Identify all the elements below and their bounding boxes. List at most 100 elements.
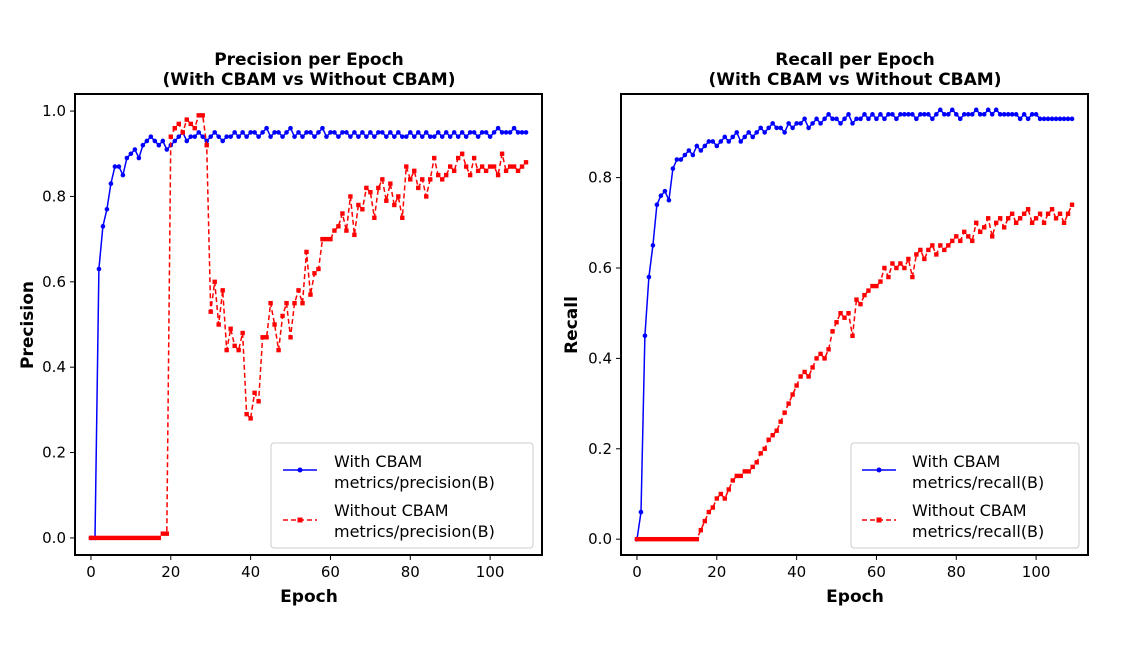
precision-x-tick-label: 40 — [241, 563, 260, 581]
recall-data-point — [718, 139, 724, 144]
recall-data-point — [898, 112, 903, 117]
recall-data-point — [938, 107, 943, 113]
recall-data-point — [810, 365, 815, 370]
precision-data-point — [356, 202, 361, 208]
recall-data-point — [934, 252, 939, 257]
recall-data-point — [1061, 116, 1067, 122]
recall-data-point — [714, 496, 719, 501]
precision-legend: With CBAM metrics/precision(B) Without C… — [270, 442, 534, 549]
recall-data-point — [1001, 225, 1007, 230]
recall-data-point — [918, 247, 923, 253]
precision-data-point — [424, 194, 429, 199]
precision-data-point — [96, 266, 102, 272]
recall-data-point — [961, 112, 967, 117]
precision-data-point — [499, 151, 505, 156]
recall-data-point — [878, 112, 883, 117]
recall-data-point — [1053, 116, 1059, 122]
recall-data-point — [1045, 116, 1051, 122]
precision-data-point — [475, 134, 481, 139]
recall-data-point — [670, 536, 676, 542]
legend-with-cbam-marker — [297, 467, 303, 473]
recall-data-point — [674, 536, 680, 542]
precision-data-point — [403, 134, 409, 139]
recall-data-point — [818, 121, 823, 126]
precision-data-point — [192, 125, 197, 131]
recall-data-point — [982, 225, 987, 230]
recall-data-point — [726, 139, 732, 144]
recall-data-point — [850, 121, 855, 126]
recall-data-point — [710, 139, 716, 144]
recall-data-point — [734, 473, 739, 479]
recall-data-point — [1045, 211, 1051, 216]
recall-data-point — [766, 125, 771, 131]
precision-series-without-cbam — [88, 113, 529, 541]
recall-data-point — [874, 283, 879, 289]
recall-data-point — [953, 112, 959, 117]
precision-data-point — [304, 249, 309, 255]
precision-data-point — [376, 130, 381, 135]
precision-data-point — [256, 134, 261, 139]
recall-data-point — [981, 112, 987, 117]
recall-data-point — [790, 125, 795, 131]
recall-data-point — [798, 374, 803, 379]
precision-data-point — [192, 134, 198, 139]
precision-data-point — [248, 130, 253, 135]
recall-data-point — [710, 505, 716, 510]
precision-data-point — [503, 168, 509, 174]
precision-data-point — [304, 130, 309, 135]
recall-data-point — [838, 121, 843, 126]
recall-data-point — [766, 437, 771, 442]
recall-data-point — [650, 536, 656, 542]
precision-data-point — [180, 130, 185, 135]
legend-with-cbam-label-2: metrics/recall(B) — [912, 473, 1044, 492]
precision-data-point — [260, 130, 265, 135]
recall-data-point — [782, 410, 787, 415]
recall-data-point — [678, 536, 684, 542]
recall-data-point — [898, 261, 903, 266]
precision-data-point — [176, 121, 181, 127]
recall-data-point — [1033, 112, 1039, 117]
recall-data-point — [866, 288, 871, 293]
precision-data-point — [340, 130, 345, 135]
recall-data-point — [750, 464, 755, 470]
recall-data-point — [990, 234, 995, 239]
recall-data-point — [862, 292, 867, 298]
precision-data-point — [196, 113, 201, 118]
precision-data-point — [268, 134, 273, 139]
precision-data-point — [443, 130, 449, 135]
precision-legend-box — [270, 442, 534, 549]
recall-data-point — [974, 220, 979, 226]
recall-chart-subtitle: (With CBAM vs Without CBAM) — [709, 70, 1002, 90]
precision-data-point — [435, 130, 441, 135]
recall-data-point — [894, 116, 899, 122]
recall-chart-title: Recall per Epoch — [775, 50, 934, 70]
recall-data-point — [770, 121, 775, 126]
recall-data-point — [926, 112, 931, 117]
precision-data-point — [388, 130, 393, 135]
recall-data-point — [742, 134, 748, 140]
recall-data-point — [794, 121, 799, 126]
recall-data-point — [770, 433, 775, 438]
precision-data-point — [164, 147, 170, 152]
recall-data-point — [634, 536, 640, 542]
precision-data-point — [312, 134, 317, 139]
precision-data-point — [376, 185, 381, 191]
precision-data-point — [491, 164, 497, 169]
recall-data-point — [730, 134, 736, 140]
precision-data-point — [112, 164, 118, 169]
precision-data-point — [132, 535, 138, 541]
precision-data-point — [248, 416, 253, 421]
precision-data-point — [364, 185, 369, 191]
recall-data-point — [997, 112, 1003, 117]
recall-data-point — [958, 238, 963, 244]
precision-data-point — [467, 130, 473, 135]
precision-data-point — [411, 134, 417, 139]
precision-data-point — [440, 177, 445, 182]
precision-data-point — [380, 130, 385, 135]
recall-data-point — [686, 148, 692, 153]
precision-data-point — [471, 130, 477, 135]
recall-data-point — [922, 112, 927, 117]
recall-data-point — [850, 333, 855, 338]
recall-data-point — [790, 392, 795, 397]
recall-data-point — [1005, 112, 1011, 117]
